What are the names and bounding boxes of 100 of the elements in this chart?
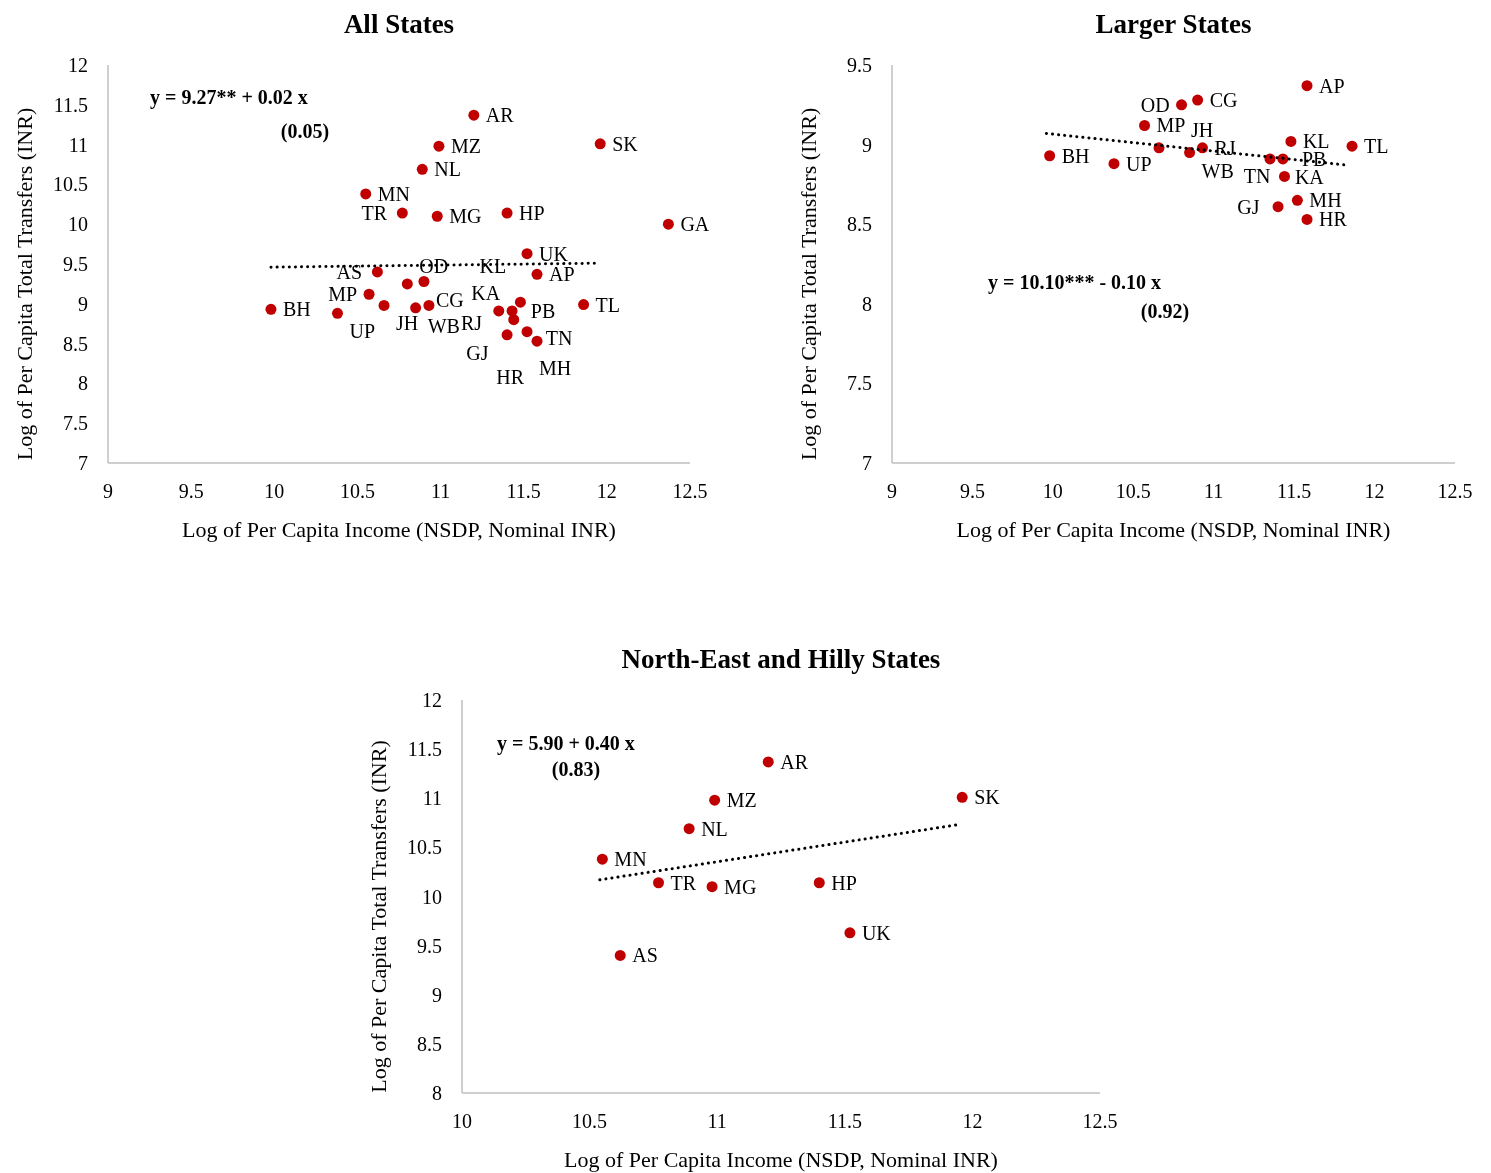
y-tick-label: 8.5: [847, 213, 872, 236]
x-tick-label: 12: [962, 1110, 983, 1132]
point: [762, 756, 774, 768]
point: [521, 248, 533, 260]
data-label: SK: [974, 786, 1001, 809]
point: [401, 278, 413, 290]
annotation: (0.83): [551, 758, 601, 781]
point: [706, 881, 718, 893]
y-tick-label: 10.5: [53, 173, 88, 196]
data-label: AS: [632, 944, 658, 967]
y-tick-label: 10.5: [407, 836, 442, 859]
data-label: UP: [1125, 152, 1152, 175]
point: [514, 296, 526, 308]
point: [265, 303, 277, 315]
data-label: UP: [349, 320, 376, 343]
data-label: RJ: [1214, 136, 1236, 159]
data-label: NL: [701, 817, 728, 840]
x-tick-label: 9: [103, 480, 113, 502]
point: [431, 210, 443, 222]
point: [418, 276, 430, 288]
data-label: GJ: [466, 341, 489, 364]
data-label: BH: [282, 298, 311, 321]
y-tick-label: 8.5: [417, 1032, 442, 1055]
chart-title: All States: [343, 9, 455, 39]
data-label: PB: [530, 299, 556, 322]
point: [433, 140, 445, 152]
point: [423, 299, 435, 311]
data-label: MP: [1156, 114, 1186, 137]
data-label: MG: [449, 205, 482, 228]
y-tick-label: 8.5: [63, 332, 88, 355]
point: [363, 288, 375, 300]
y-tick-label: 7.5: [63, 412, 88, 435]
annotation: y = 5.90 + 0.40 x: [497, 732, 635, 755]
point: [416, 163, 428, 175]
data-label: MG: [724, 875, 757, 898]
y-tick-label: 8: [862, 292, 872, 315]
data-label: TL: [595, 293, 621, 316]
point: [653, 877, 664, 889]
point: [1301, 80, 1313, 92]
point: [468, 109, 480, 121]
x-axis-title: Log of Per Capita Income (NSDP, Nominal INR): [182, 517, 616, 542]
data-label: TR: [361, 202, 388, 225]
point: [813, 877, 825, 889]
point: [396, 207, 408, 219]
point: [1176, 99, 1188, 111]
annotation: y = 10.10*** - 0.10 x: [988, 271, 1162, 294]
data-label: AR: [485, 104, 515, 127]
point: [709, 794, 721, 806]
point: [360, 188, 372, 200]
data-label: CG: [1209, 89, 1238, 112]
y-tick-label: 9: [78, 292, 88, 315]
x-tick-label: 10.5: [1115, 480, 1151, 502]
data-label: MZ: [726, 789, 757, 812]
y-tick-label: 11.5: [53, 93, 88, 116]
point: [578, 299, 590, 311]
data-label: BH: [1061, 144, 1090, 167]
y-tick-label: 9: [862, 133, 872, 156]
data-label: MZ: [450, 135, 481, 158]
y-tick-label: 12: [422, 689, 442, 711]
y-tick-label: 11: [68, 133, 88, 156]
data-label: UK: [861, 921, 892, 944]
x-tick-label: 9.5: [178, 480, 204, 502]
data-label: MP: [328, 283, 358, 306]
point: [683, 823, 695, 835]
point: [1346, 140, 1358, 152]
data-label: JH: [1191, 118, 1214, 141]
annotation: (0.05): [280, 120, 330, 143]
x-axis-title: Log of Per Capita Income (NSDP, Nominal INR): [956, 517, 1391, 542]
data-label: AP: [1319, 74, 1345, 97]
point: [1285, 135, 1297, 147]
data-label: TR: [670, 871, 697, 894]
data-label: NL: [434, 158, 461, 181]
point: [1108, 158, 1120, 170]
y-tick-label: 8: [78, 372, 88, 395]
point: [1044, 150, 1056, 162]
x-tick-label: 10: [1042, 480, 1063, 502]
data-label: OD: [419, 254, 449, 277]
x-tick-label: 11: [1204, 480, 1224, 502]
data-label: MN: [377, 182, 410, 205]
data-label: WB: [427, 314, 460, 337]
point: [531, 335, 543, 347]
x-tick-label: 11.5: [506, 480, 541, 502]
data-label: TL: [1364, 135, 1389, 158]
data-label: HP: [831, 871, 857, 894]
x-tick-label: 11: [707, 1110, 727, 1132]
data-label: TN: [1243, 165, 1271, 188]
data-label: HP: [519, 202, 545, 225]
y-tick-label: 8: [432, 1082, 442, 1104]
point: [594, 138, 606, 150]
y-axis-title: Log of Per Capita Total Transfers (INR): [796, 107, 821, 461]
point: [501, 329, 513, 341]
x-tick-label: 10: [264, 480, 285, 502]
point: [1139, 120, 1151, 131]
x-axis-title: Log of Per Capita Income (NSDP, Nominal INR): [564, 1147, 998, 1172]
point: [493, 305, 505, 317]
annotation: (0.92): [1140, 300, 1190, 323]
point: [1291, 194, 1303, 206]
y-tick-label: 10: [68, 213, 88, 236]
point: [662, 218, 674, 230]
point: [521, 326, 533, 338]
